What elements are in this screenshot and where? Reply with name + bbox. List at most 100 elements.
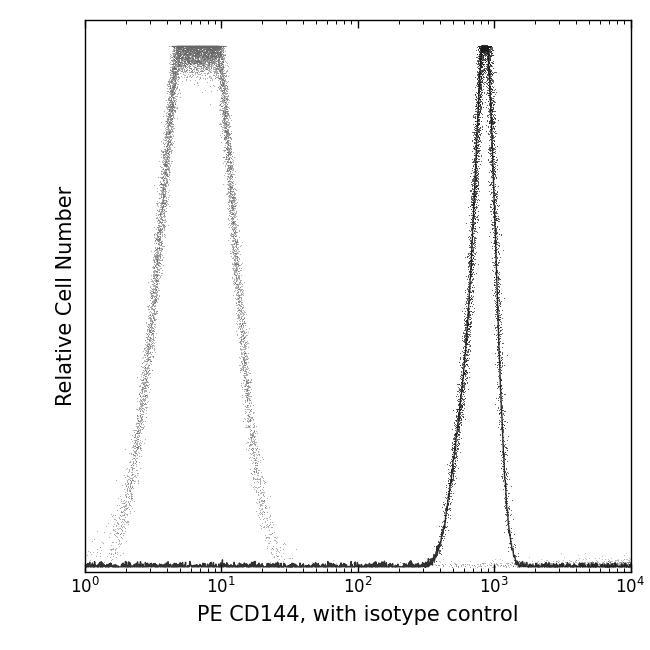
Point xyxy=(162,125,172,136)
Point xyxy=(203,60,213,71)
Point xyxy=(239,354,250,364)
Point xyxy=(192,46,202,56)
Point xyxy=(172,40,183,51)
Point xyxy=(207,40,217,51)
Point xyxy=(162,142,173,152)
Point xyxy=(188,57,198,68)
Point xyxy=(477,40,488,51)
Point xyxy=(190,40,201,51)
Point xyxy=(207,43,217,53)
Point xyxy=(188,41,198,51)
Point xyxy=(183,49,194,59)
Point xyxy=(494,372,504,383)
Point xyxy=(166,70,176,80)
Point xyxy=(463,304,474,315)
Point xyxy=(481,40,491,51)
Point xyxy=(157,173,167,183)
Point xyxy=(198,40,208,51)
Point xyxy=(171,71,181,81)
Point xyxy=(447,444,458,454)
Point xyxy=(544,558,554,568)
Point xyxy=(266,548,277,558)
Point xyxy=(187,40,197,51)
Point xyxy=(176,42,186,52)
Point xyxy=(187,40,197,51)
Point xyxy=(481,42,491,52)
Point xyxy=(474,98,485,108)
Point xyxy=(160,116,170,126)
Point xyxy=(161,135,171,146)
Point xyxy=(478,42,488,53)
Point xyxy=(223,179,233,189)
Point xyxy=(190,40,200,51)
Point xyxy=(177,40,187,51)
Point xyxy=(536,554,547,564)
Point xyxy=(167,80,177,90)
Point xyxy=(165,83,176,93)
Point xyxy=(226,211,236,221)
Point xyxy=(162,164,173,175)
Point xyxy=(215,79,226,89)
Point xyxy=(157,216,167,227)
Point xyxy=(239,318,249,328)
Point xyxy=(464,234,474,244)
Point xyxy=(169,54,179,64)
Point xyxy=(216,40,226,51)
Point xyxy=(486,77,496,88)
Point xyxy=(460,308,471,318)
Point xyxy=(487,177,497,188)
Point xyxy=(186,46,196,56)
Point xyxy=(225,205,235,216)
Point xyxy=(175,40,185,51)
Point xyxy=(186,40,196,51)
Point xyxy=(190,58,200,68)
Point xyxy=(179,40,190,51)
Point xyxy=(176,40,186,51)
Point xyxy=(252,468,262,478)
Point xyxy=(485,121,495,131)
Point xyxy=(202,45,213,55)
Point xyxy=(480,40,490,51)
Point xyxy=(174,40,185,51)
Point xyxy=(488,142,499,153)
Point xyxy=(186,48,196,58)
Point xyxy=(198,46,208,56)
Point xyxy=(163,134,174,144)
Point xyxy=(131,441,141,452)
Point xyxy=(480,44,491,55)
Point xyxy=(487,140,497,150)
Point xyxy=(150,285,161,295)
Point xyxy=(608,560,618,571)
Point xyxy=(249,464,259,474)
Point xyxy=(497,360,507,370)
Point xyxy=(174,40,185,51)
Point xyxy=(209,47,219,58)
Point xyxy=(482,40,492,51)
Point xyxy=(153,251,163,261)
Point xyxy=(165,118,176,129)
Point xyxy=(177,61,188,72)
Point xyxy=(211,42,221,52)
Point xyxy=(205,51,215,61)
Point xyxy=(162,75,173,86)
Point xyxy=(172,60,182,71)
Point xyxy=(162,148,173,158)
Point xyxy=(485,96,495,106)
Point xyxy=(468,157,478,167)
Point xyxy=(181,40,191,51)
Point xyxy=(491,226,501,236)
Point xyxy=(133,476,143,486)
Point xyxy=(177,40,187,51)
Point xyxy=(486,41,496,51)
Point xyxy=(164,104,174,114)
Point xyxy=(551,557,561,567)
Point xyxy=(188,42,199,52)
Point xyxy=(227,163,238,174)
Point xyxy=(192,49,203,59)
Point xyxy=(477,40,488,51)
Point xyxy=(225,138,235,149)
Point xyxy=(476,68,486,78)
Point xyxy=(168,81,179,92)
Point xyxy=(206,50,216,60)
Point xyxy=(194,41,205,51)
